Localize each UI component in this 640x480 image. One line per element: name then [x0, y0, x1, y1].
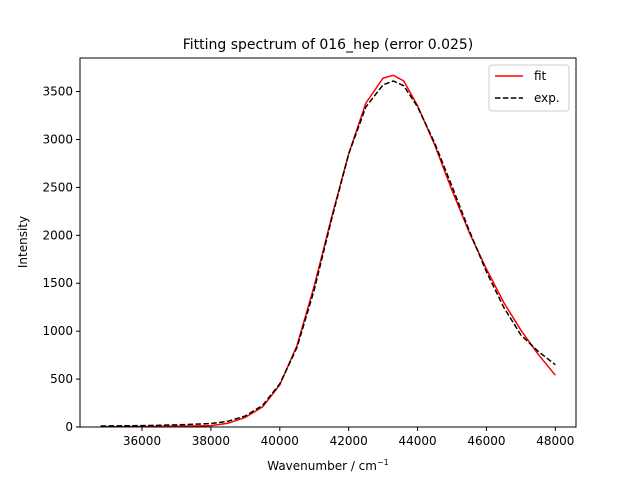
- legend-label-fit: fit: [534, 69, 547, 83]
- series-layer: [100, 74, 556, 428]
- y-axis-label: Intensity: [16, 216, 30, 268]
- x-tick-label: 44000: [398, 434, 436, 448]
- x-axis-ticks: 36000 38000 40000 42000 44000 46000 48000: [123, 427, 574, 448]
- y-tick-label: 2500: [42, 180, 73, 194]
- x-axis-label-superscript: −1: [377, 458, 389, 467]
- legend-label-exp: exp.: [534, 91, 560, 105]
- x-tick-label: 36000: [123, 434, 161, 448]
- x-tick-label: 38000: [192, 434, 230, 448]
- y-axis-ticks: 0 500 1000 1500 2000 2500 3000 3500: [42, 85, 80, 434]
- y-tick-label: 3000: [42, 132, 73, 146]
- x-tick-label: 48000: [536, 434, 574, 448]
- x-tick-label: 46000: [467, 434, 505, 448]
- legend: fit exp.: [488, 64, 570, 112]
- y-tick-label: 3500: [42, 85, 73, 99]
- y-tick-label: 1000: [42, 324, 73, 338]
- x-tick-label: 40000: [261, 434, 299, 448]
- x-axis-label-text: Wavenumber / cm: [267, 459, 377, 473]
- fit-series-line: [100, 74, 556, 428]
- chart-title: Fitting spectrum of 016_hep (error 0.025…: [183, 37, 474, 53]
- x-tick-label: 42000: [330, 434, 368, 448]
- plot-area: 36000 38000 40000 42000 44000 46000 48000 0 500…: [42, 57, 577, 448]
- axes-frame: [79, 57, 577, 428]
- y-tick-label: 1500: [42, 276, 73, 290]
- exp-series-line: [100, 80, 556, 427]
- x-axis-label: Wavenumber / cm−1: [267, 458, 389, 473]
- y-tick-label: 500: [50, 372, 73, 386]
- y-tick-label: 0: [65, 420, 73, 434]
- y-tick-label: 2000: [42, 228, 73, 242]
